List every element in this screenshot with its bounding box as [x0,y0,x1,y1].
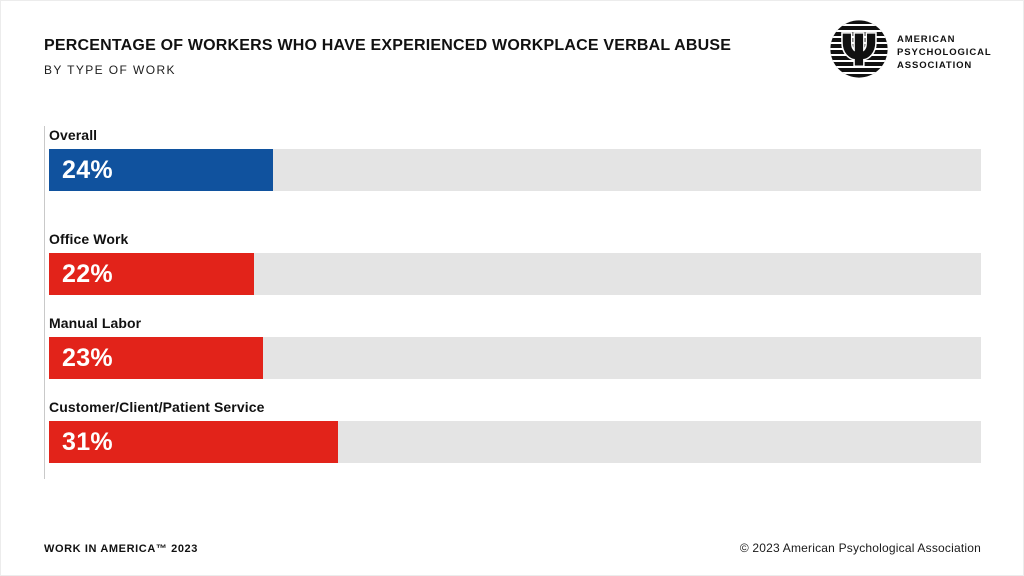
bar-category-label: Overall [49,127,98,143]
chart-subtitle: BY TYPE OF WORK [44,63,176,77]
bar-value-label: 24% [62,155,113,184]
bar-value-label: 23% [62,343,113,372]
header: PERCENTAGE OF WORKERS WHO HAVE EXPERIENC… [44,37,731,77]
report-name: WORK IN AMERICA™ 2023 [44,543,198,555]
bar-value-label: 22% [62,259,113,288]
apa-logo-line: AMERICAN [897,34,956,45]
bar-row: Overall 24% [49,127,981,191]
bar-category-label: Office Work [49,231,129,247]
bar-row: Office Work 22% [49,231,981,295]
apa-logo-line: ASSOCIATION [897,60,973,71]
chart-title: PERCENTAGE OF WORKERS WHO HAVE EXPERIENC… [44,37,732,54]
bar-category-label: Manual Labor [49,315,142,331]
bar-value-label: 31% [62,427,113,456]
bar-fill: 24% [49,149,273,191]
apa-logo: Ψ AMERICAN PSYCHOLOGICAL ASSOCIATION [830,20,992,78]
apa-logo-line: PSYCHOLOGICAL [897,47,992,58]
bar-track: 23% [49,337,981,379]
bar-fill: 31% [49,421,338,463]
bar-track: 31% [49,421,981,463]
bar-fill: 22% [49,253,255,295]
bar-track: 22% [49,253,981,295]
copyright: © 2023 American Psychological Associatio… [739,541,981,555]
footer: WORK IN AMERICA™ 2023 © 2023 American Ps… [44,541,981,555]
apa-logo-text: AMERICAN PSYCHOLOGICAL ASSOCIATION [897,20,992,78]
psi-glyph: Ψ [840,26,877,77]
bar-track: 24% [49,149,981,191]
bar-row: Customer/Client/Patient Service 31% [49,399,981,463]
bar-row: Manual Labor 23% [49,315,981,379]
bar-chart: Overall 24% Office Work 22% Manual Labor 23% C… [44,126,981,479]
bar-category-label: Customer/Client/Patient Service [49,399,265,415]
apa-psi-icon: Ψ [830,20,888,78]
bar-fill: 23% [49,337,264,379]
